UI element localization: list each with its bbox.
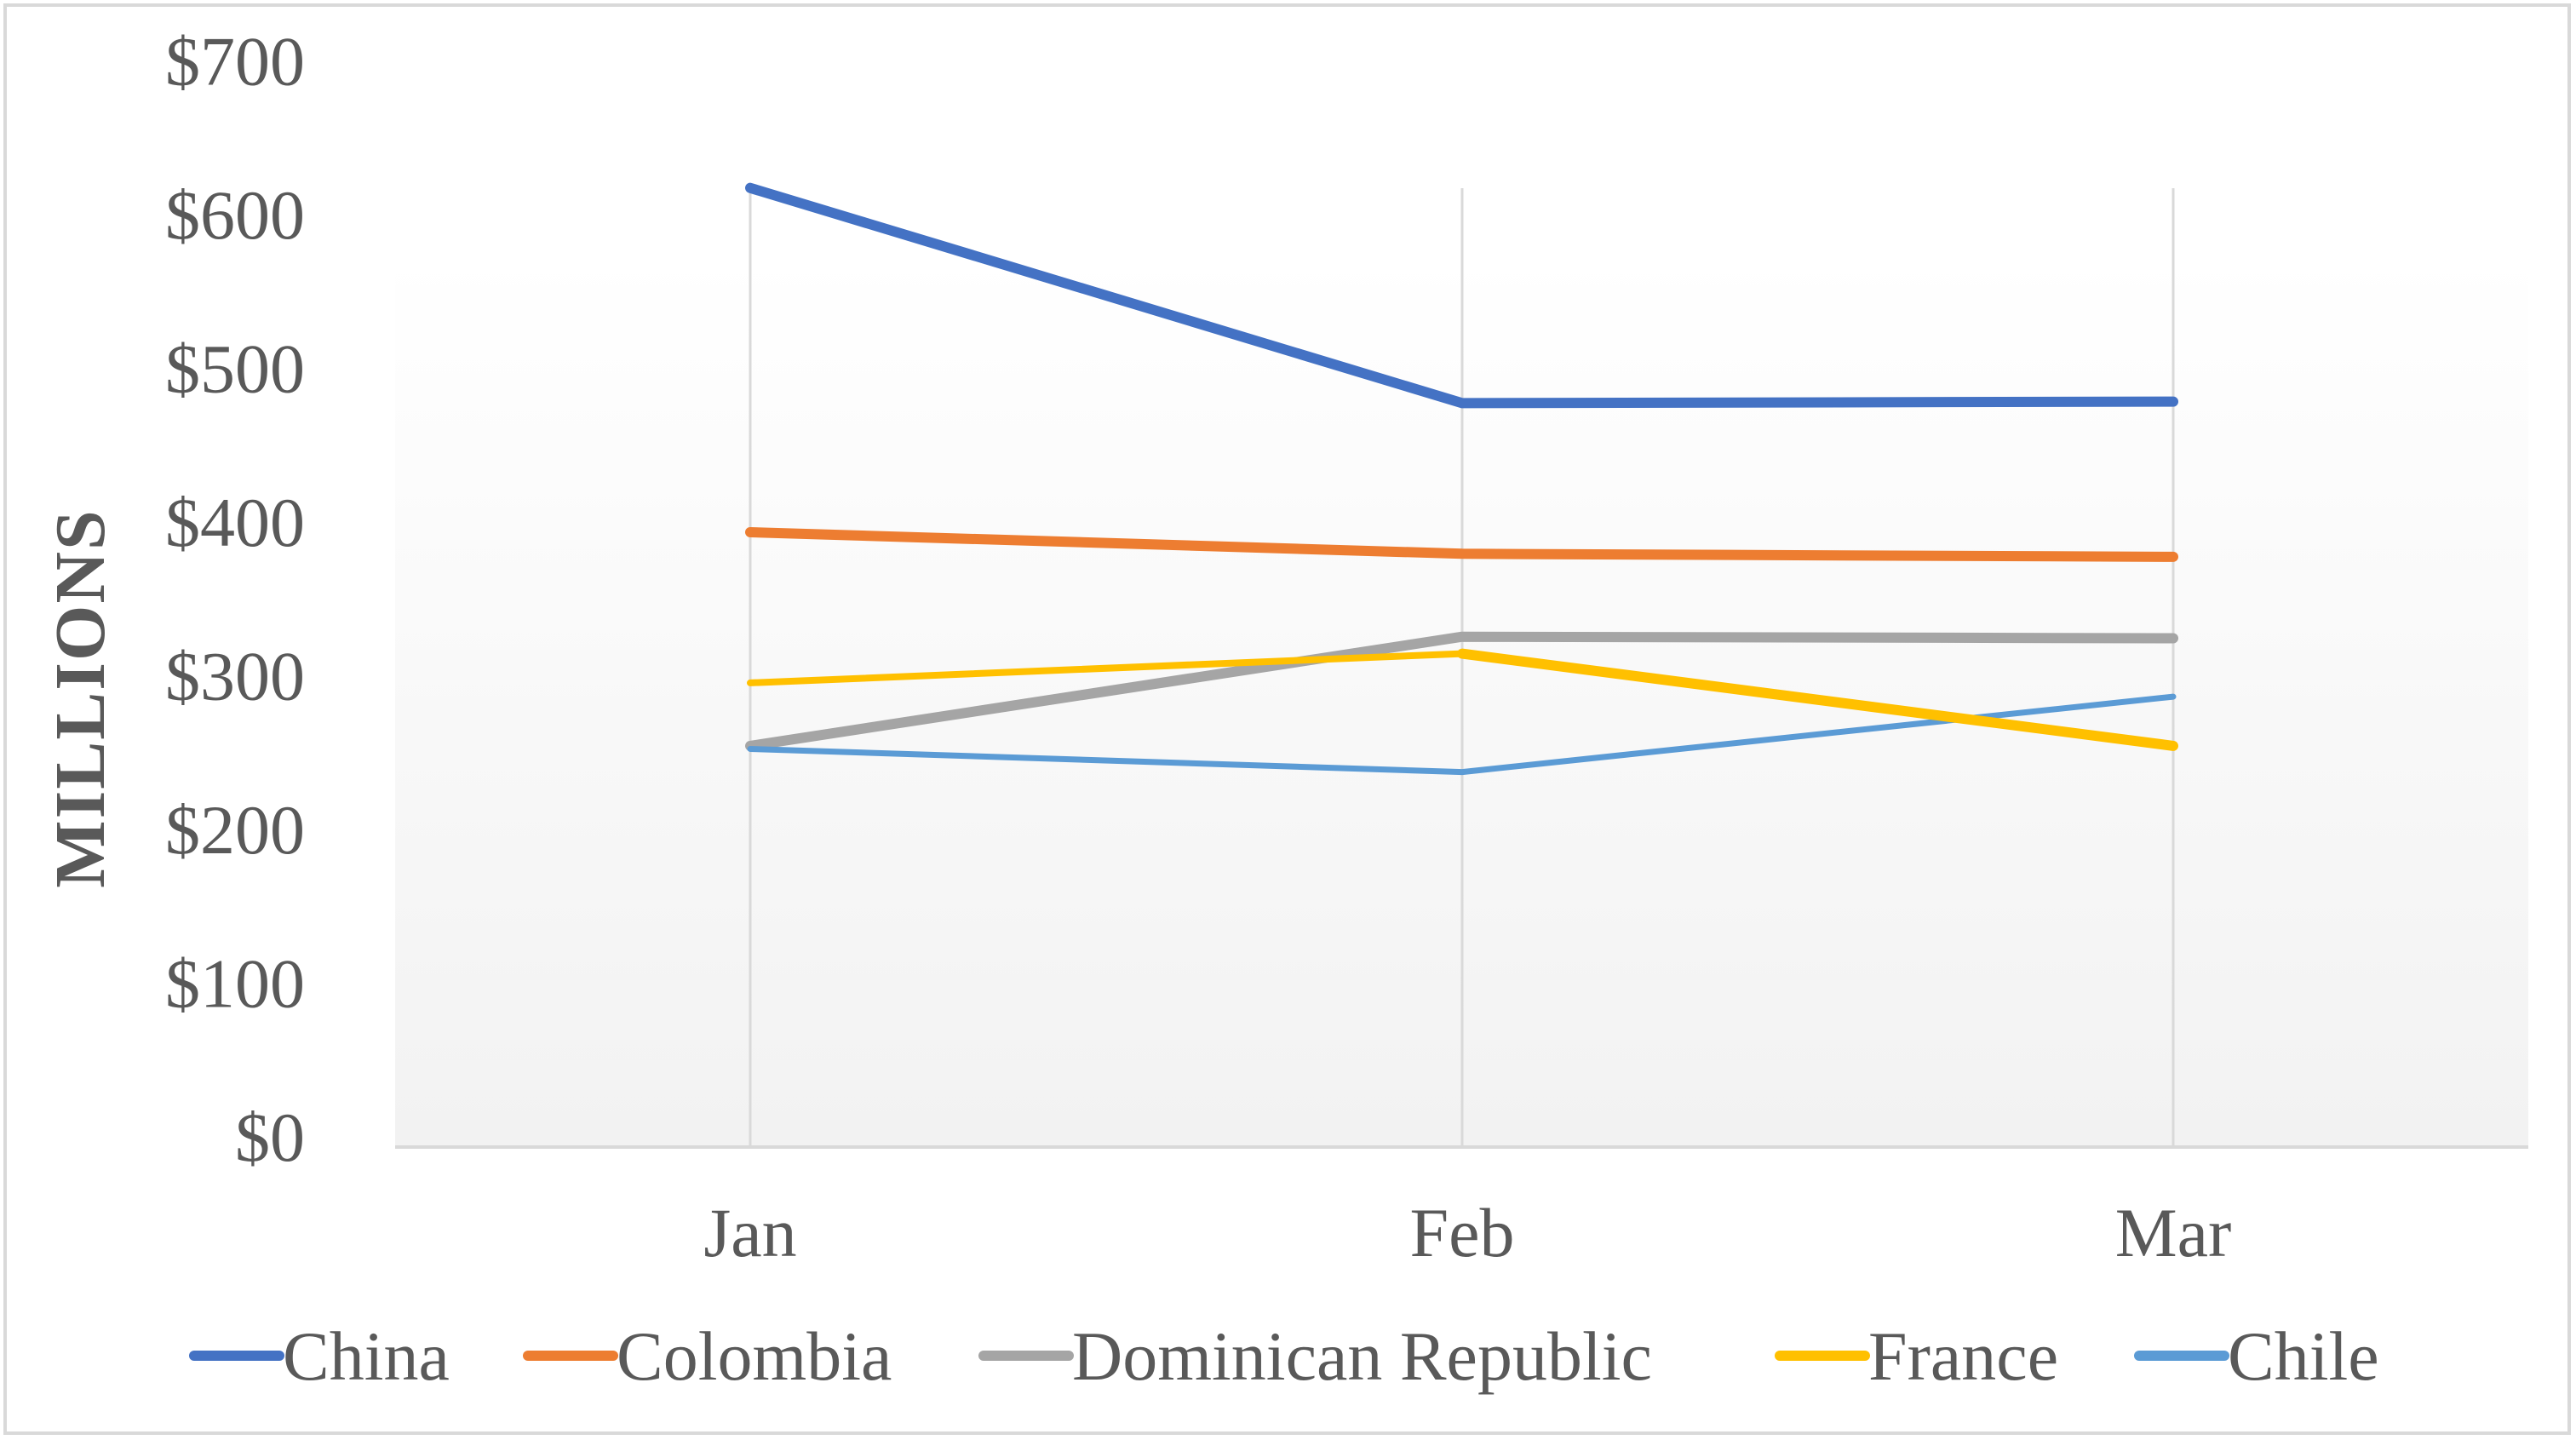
y-tick-label: $500 bbox=[165, 330, 305, 408]
legend-item-dominican-republic[interactable]: Dominican Republic bbox=[978, 1317, 1652, 1395]
legend-item-china[interactable]: China bbox=[189, 1317, 450, 1395]
x-axis-tick-labels: Jan Feb Mar bbox=[703, 1194, 2231, 1271]
y-tick-label: $400 bbox=[165, 484, 305, 561]
x-tick-label: Jan bbox=[703, 1194, 796, 1271]
y-tick-label: $100 bbox=[165, 945, 305, 1023]
legend-item-chile[interactable]: Chile bbox=[2134, 1317, 2379, 1395]
legend-item-france[interactable]: France bbox=[1775, 1317, 2058, 1395]
y-axis-title: MILLIONS bbox=[41, 508, 120, 887]
y-axis-tick-labels: $0 $100 $200 $300 $400 $500 $600 $700 bbox=[165, 23, 305, 1177]
legend-label: Colombia bbox=[617, 1317, 892, 1395]
series-lines bbox=[745, 182, 2178, 776]
y-tick-label: $700 bbox=[165, 23, 305, 100]
x-tick-label: Feb bbox=[1410, 1194, 1515, 1271]
series-line-colombia bbox=[745, 527, 2178, 562]
series-line-china bbox=[745, 182, 2178, 409]
y-tick-label: $0 bbox=[235, 1099, 305, 1176]
series-line-chile bbox=[747, 693, 2177, 776]
legend-label: France bbox=[1868, 1317, 2058, 1395]
legend: China Colombia Dominican Republic France Chi… bbox=[189, 1317, 2379, 1395]
y-tick-label: $600 bbox=[165, 176, 305, 254]
vertical-gridlines bbox=[749, 188, 2175, 1147]
x-tick-label: Mar bbox=[2115, 1194, 2232, 1271]
y-tick-label: $300 bbox=[165, 638, 305, 715]
legend-item-colombia[interactable]: Colombia bbox=[523, 1317, 892, 1395]
legend-label: Chile bbox=[2228, 1317, 2379, 1395]
series-line-dominican-republic bbox=[745, 631, 2178, 751]
series-segment-france bbox=[1457, 648, 2178, 751]
legend-label: Dominican Republic bbox=[1072, 1317, 1652, 1395]
legend-label: China bbox=[283, 1317, 450, 1395]
y-tick-label: $200 bbox=[165, 791, 305, 869]
